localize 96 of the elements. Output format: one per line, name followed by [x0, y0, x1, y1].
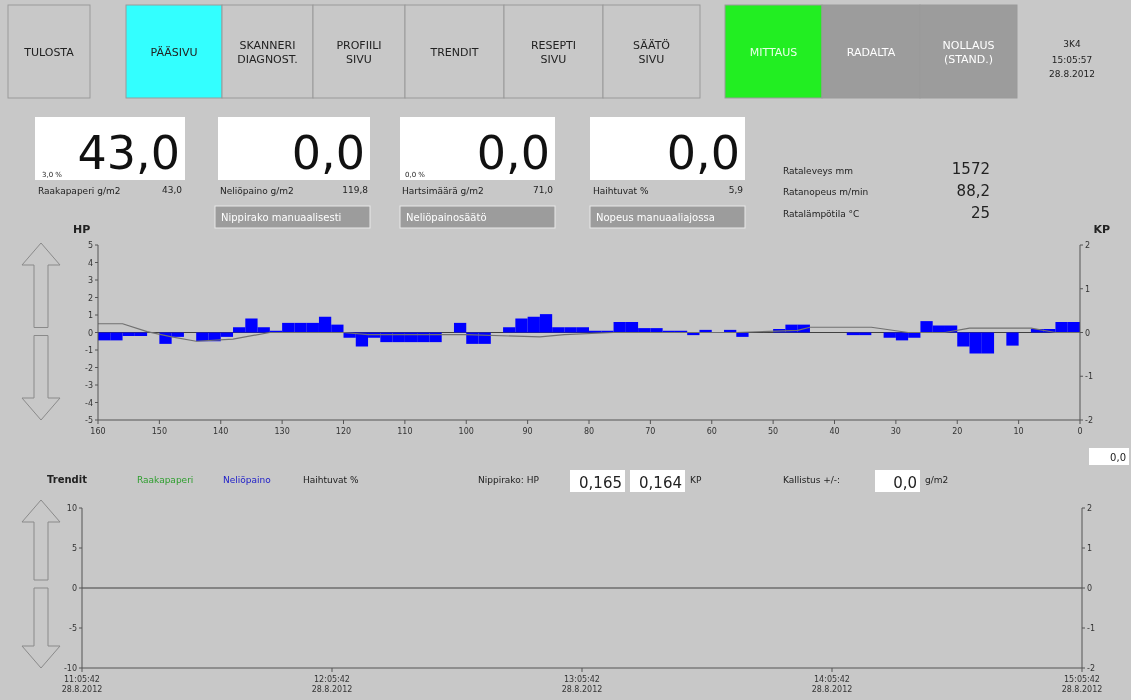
- text: Kallistus +/-:: [783, 475, 841, 485]
- text: 3K4: [1063, 39, 1081, 49]
- text: Nippirako manuaalisesti: [221, 212, 342, 223]
- text: 0,0: [291, 126, 365, 180]
- text: PÄÄSIVU: [150, 45, 198, 59]
- y2-tick-label: 2: [1085, 241, 1091, 250]
- text: 0,165: [579, 474, 622, 492]
- x-tick-label: 0: [1077, 427, 1083, 436]
- x-tick-label: 130: [274, 427, 290, 436]
- y-tick-label: 3: [87, 276, 93, 285]
- y2-tick-label: 1: [1085, 284, 1091, 294]
- text: 119,8: [342, 185, 369, 195]
- legend-title: Trendit: [47, 474, 88, 485]
- text: 43,0: [77, 126, 180, 180]
- text: Hartsimäärä g/m2: [402, 186, 484, 196]
- x-tick-label: 14:05:42 28.8.2012: [811, 675, 853, 694]
- x-tick-label: 30: [890, 427, 901, 436]
- x-tick-label: 11:05:42 28.8.2012: [61, 675, 103, 694]
- y-tick-label: -3: [85, 381, 93, 390]
- text: 1572: [951, 160, 990, 178]
- y-tick-label: 2: [87, 293, 93, 303]
- y-tick-label: -5: [85, 416, 93, 425]
- x-tick-label: 12:05:42 28.8.2012: [311, 675, 353, 694]
- y2-tick-label: -2: [1087, 664, 1095, 673]
- text: 0,0: [666, 126, 740, 180]
- legend-label: Raakapaperi: [137, 475, 194, 485]
- text: 71,0: [532, 185, 554, 195]
- legend-label: Haihtuvat %: [303, 475, 359, 485]
- text: 25: [970, 204, 990, 222]
- y-tick-label: 5: [71, 544, 77, 553]
- text: PROFIILI SIVU: [336, 38, 382, 66]
- text: SKANNERI DIAGNOST.: [237, 38, 298, 66]
- x-tick-label: 90: [522, 427, 533, 436]
- x-tick-label: 110: [397, 427, 413, 436]
- y2-axis-title: KP: [1093, 223, 1110, 236]
- y-tick-label: 0: [71, 584, 77, 593]
- text: Nopeus manuaaliajossa: [596, 212, 715, 223]
- x-tick-label: 10: [1013, 427, 1024, 436]
- y2-tick-label: -1: [1085, 372, 1093, 382]
- x-tick-label: 120: [335, 427, 352, 436]
- y-tick-label: -1: [85, 346, 93, 355]
- y-tick-label: 4: [87, 258, 93, 268]
- y2-tick-label: -2: [1085, 416, 1093, 425]
- text: 0,0: [476, 126, 550, 180]
- x-tick-label: 140: [213, 427, 229, 436]
- y-tick-label: 10: [66, 504, 77, 513]
- x-tick-label: 60: [706, 427, 717, 436]
- text: 0,0: [893, 474, 917, 492]
- text: TULOSTA: [23, 45, 75, 59]
- x-tick-label: 80: [583, 427, 595, 436]
- text: 28.8.2012: [1049, 69, 1095, 79]
- y-tick-label: -5: [69, 624, 77, 633]
- text: Nippirako: HP: [478, 475, 540, 485]
- text: 15:05:57: [1051, 55, 1093, 65]
- x-tick-label: 40: [829, 427, 840, 436]
- y-tick-label: 5: [87, 241, 93, 250]
- x-tick-label: 100: [458, 427, 474, 436]
- text: Raakapaperi g/m2: [38, 186, 121, 196]
- y2-tick-label: 1: [1087, 544, 1093, 553]
- y2-tick-label: 0: [1085, 328, 1091, 338]
- text: RESEPTI SIVU: [530, 38, 577, 66]
- text: NOLLAUS (STAND.): [942, 38, 995, 66]
- text: Neliöpaino g/m2: [220, 186, 294, 196]
- text: MITTAUS: [749, 45, 798, 59]
- text: 0,0: [1110, 452, 1126, 463]
- x-tick-label: 150: [151, 427, 168, 436]
- x-tick-label: 70: [645, 427, 656, 436]
- x-tick-label: 20: [952, 427, 963, 436]
- text: Neliöpainosäätö: [406, 212, 487, 223]
- x-tick-label: 15:05:42 28.8.2012: [1061, 675, 1103, 694]
- y-tick-label: -10: [63, 664, 77, 673]
- legend-label: Neliöpaino: [223, 475, 272, 485]
- text: 5,9: [728, 185, 744, 195]
- x-tick-label: 13:05:42 28.8.2012: [561, 675, 603, 694]
- text: Ratanopeus m/min: [783, 187, 869, 197]
- text: 0,164: [639, 474, 682, 492]
- text: 43,0: [161, 185, 183, 195]
- text: Haihtuvat %: [593, 186, 649, 196]
- y-tick-label: 0: [87, 328, 93, 338]
- y2-tick-label: 0: [1087, 584, 1093, 593]
- x-tick-label: 160: [90, 427, 106, 436]
- y2-tick-label: -1: [1087, 624, 1095, 633]
- text: 88,2: [956, 182, 990, 200]
- text: Rataleveys mm: [783, 166, 853, 176]
- text: RADALTA: [846, 45, 896, 59]
- y2-tick-label: 2: [1087, 504, 1093, 513]
- y-tick-label: 1: [87, 311, 93, 320]
- text: KP: [690, 475, 702, 485]
- y-tick-label: -2: [85, 363, 93, 373]
- text: Ratalämpötila °C: [783, 209, 860, 219]
- y-tick-label: -4: [85, 398, 93, 408]
- x-tick-label: 50: [768, 427, 779, 436]
- y-axis-title: HP: [73, 223, 91, 236]
- text: SÄÄTÖ SIVU: [632, 38, 671, 66]
- text: TRENDIT: [429, 45, 479, 59]
- text: g/m2: [925, 475, 949, 485]
